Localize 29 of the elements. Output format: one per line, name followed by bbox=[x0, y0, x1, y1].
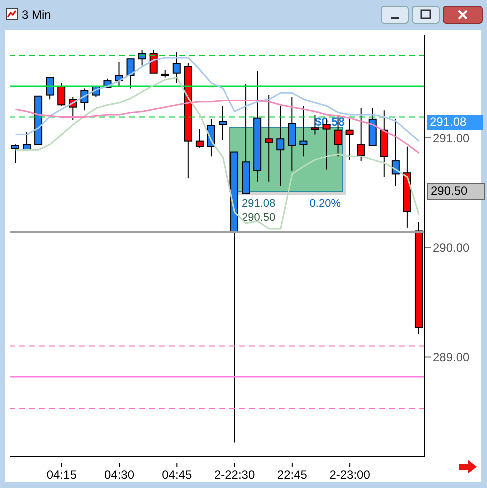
x-tick-label: 2-22:30 bbox=[214, 468, 256, 482]
candlestick bbox=[346, 118, 354, 160]
candlestick bbox=[58, 82, 66, 107]
line-series bbox=[15, 100, 420, 154]
candlestick bbox=[219, 106, 227, 141]
candlestick bbox=[172, 52, 181, 84]
candlestick bbox=[196, 128, 204, 148]
y-tick-label: 290.00 bbox=[433, 240, 470, 255]
candlestick bbox=[300, 106, 308, 158]
x-tick-label: 04:15 bbox=[46, 468, 78, 482]
annotation: 290.50 bbox=[242, 212, 276, 224]
text: 290.50 bbox=[427, 183, 485, 200]
candlestick bbox=[276, 106, 285, 187]
candlestick bbox=[12, 144, 20, 164]
text: 291.08 bbox=[427, 115, 483, 130]
x-tick-label: 04:30 bbox=[104, 468, 135, 482]
chart-title: 3 Min bbox=[22, 8, 52, 22]
annotation: 0.20% bbox=[310, 198, 342, 210]
candlestick bbox=[288, 96, 296, 172]
candlestick bbox=[126, 58, 135, 90]
annotation: 291.08 bbox=[242, 198, 276, 210]
x-tick-label: 2-23:00 bbox=[330, 468, 371, 482]
y-tick-label: 291.00 bbox=[433, 131, 470, 146]
x-tick-label: 22:45 bbox=[277, 468, 308, 482]
x-tick-label: 04:45 bbox=[162, 468, 192, 482]
y-tick-label: 289.00 bbox=[433, 350, 470, 365]
candlestick bbox=[46, 77, 54, 100]
candlestick bbox=[357, 108, 366, 162]
candlestick bbox=[265, 94, 274, 182]
